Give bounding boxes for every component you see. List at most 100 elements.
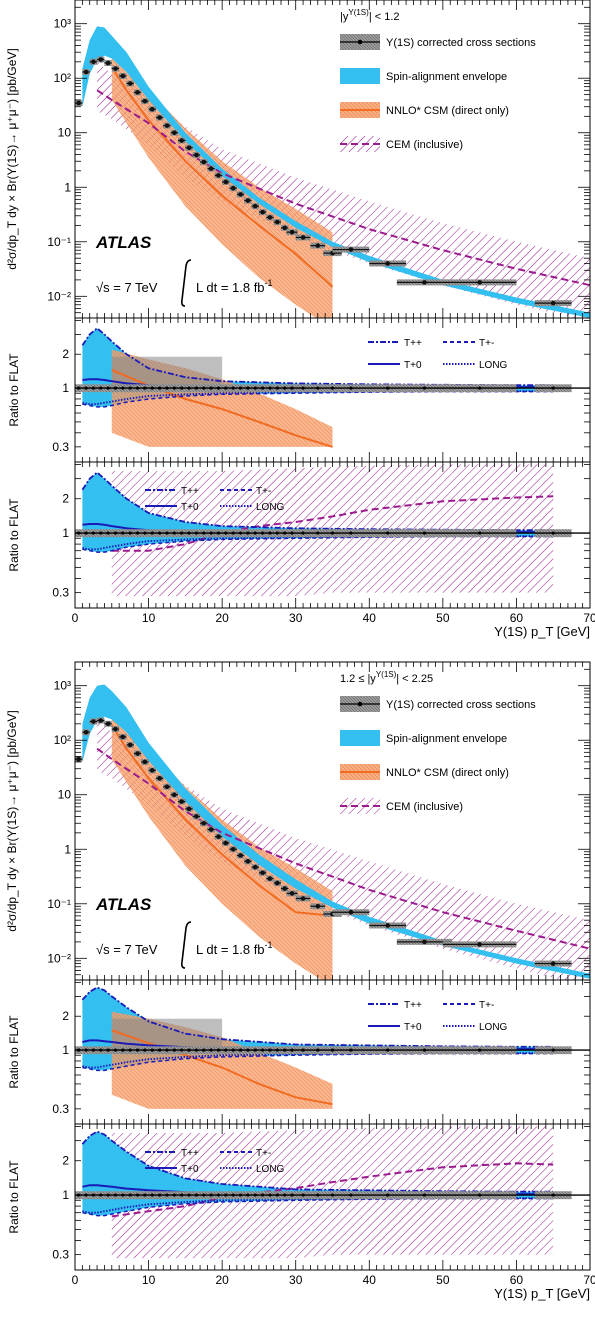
y-tick-label: 1 — [64, 842, 71, 856]
data-point — [300, 235, 306, 240]
ratio-y-tick-label: 0.3 — [52, 1102, 69, 1116]
ratio-data-point — [128, 1048, 132, 1052]
y-tick-label: 10³ — [54, 679, 71, 693]
spin-legend: T++ T+- T+0 LONG — [145, 486, 285, 513]
tpp-line — [81, 471, 554, 532]
ratio-data-point — [386, 531, 390, 535]
data-point — [245, 198, 251, 203]
ratio-y-tick-label: 0.3 — [52, 440, 69, 454]
ratio-data-point — [290, 386, 294, 390]
ratio-data-point — [261, 1193, 265, 1197]
ratio-data-point — [478, 1193, 482, 1197]
ratio-panel-csm: 0.3 1 2 Ratio to FLAT T++ T+- T+0 LONG — [7, 317, 591, 463]
ratio-data-point — [224, 1193, 228, 1197]
data-point — [105, 721, 111, 727]
ratio-data-point — [194, 1193, 198, 1197]
legend-cem-swatch — [340, 136, 380, 152]
ratio-data-point — [202, 1048, 206, 1052]
data-point — [252, 864, 258, 870]
ratio-data-point — [209, 531, 213, 535]
data-point — [83, 729, 89, 735]
x-tick-label: 0 — [72, 611, 79, 625]
ratio-data-point — [91, 1048, 95, 1052]
lumi-sup: -1 — [265, 940, 273, 950]
y-tick-label: 10³ — [54, 17, 71, 31]
ratio-data-point — [209, 386, 213, 390]
y-tick-label: 10 — [58, 126, 72, 140]
ratio-panel-csm: 0.3 1 2 Ratio to FLAT T++ T+- T+0 LONG — [7, 979, 591, 1125]
ratio-data-point — [113, 386, 118, 390]
x-tick-label: 40 — [363, 611, 377, 625]
ratio-data-point — [478, 386, 482, 390]
ratio-data-point — [172, 531, 176, 535]
data-point — [245, 859, 251, 864]
x-tick-label: 50 — [436, 1273, 450, 1287]
data-point — [282, 886, 287, 891]
ratio-data-point — [143, 1193, 147, 1197]
plot-area — [75, 986, 590, 1109]
data-point — [135, 90, 140, 95]
data-point — [422, 939, 427, 945]
data-point — [120, 73, 126, 79]
legend-envelope-label: Spin-alignment envelope — [386, 71, 507, 83]
ratio-data-point — [231, 1193, 235, 1197]
ratio-data-point — [106, 1193, 110, 1197]
tpp-line — [81, 1130, 554, 1193]
data-point — [194, 814, 199, 819]
ratio-data-point — [202, 531, 206, 535]
tpp-line — [81, 327, 554, 387]
legend-long-label: LONG — [256, 502, 285, 513]
ratio-data-point — [301, 386, 305, 390]
data-point — [149, 106, 155, 112]
ratio-data-point — [121, 531, 125, 535]
ratio-data-point — [99, 531, 103, 535]
ratio-data-point — [187, 1193, 191, 1197]
ratio-data-point — [386, 1048, 390, 1052]
ratio-data-point — [330, 1048, 335, 1052]
main-panel: 10⁻² 10⁻¹ 1 10 10² 10³ d²σ/dp_T dy × Br(Υ(1S)→… — [5, 661, 591, 981]
ratio-y-label: Ratio to FLAT — [7, 1160, 21, 1234]
x-tick-label: 70 — [583, 611, 595, 625]
ratio-data-point — [253, 531, 257, 535]
x-tick-label: 10 — [142, 611, 156, 625]
data-point — [157, 115, 162, 120]
legend-t0-label: T+0 — [404, 360, 422, 371]
data-point — [267, 876, 273, 881]
ratio-data-point — [113, 531, 118, 535]
plot-area — [75, 327, 590, 448]
ratio-data-point — [349, 1048, 353, 1052]
ratio-data-point — [128, 1193, 132, 1197]
legend-cem-swatch — [340, 798, 380, 814]
data-point — [238, 853, 243, 858]
data-point — [252, 203, 258, 209]
ratio-data-point — [290, 1048, 294, 1052]
legend-tpm-label: T+- — [479, 338, 494, 349]
ratio-data-point — [290, 531, 294, 535]
data-point — [230, 185, 236, 191]
legend: Υ(1S) corrected cross sections Spin-align… — [340, 34, 536, 152]
ratio-y-tick-label: 2 — [62, 492, 69, 506]
ratio-y-tick-label: 1 — [62, 526, 69, 540]
ratio-data-point — [283, 531, 287, 535]
energy-label: √s = 7 TeV — [96, 280, 158, 295]
data-point — [275, 219, 280, 225]
data-point — [98, 57, 104, 62]
lumi-text: L dt = 1.8 fb — [196, 942, 265, 957]
legend-envelope-swatch — [340, 730, 380, 746]
ratio-data-point — [158, 386, 162, 390]
cem-ratio-line — [111, 495, 554, 552]
ratio-data-point — [202, 386, 206, 390]
ratio-data-point — [246, 386, 250, 390]
data-point — [91, 719, 96, 724]
ratio-y-label: Ratio to FLAT — [7, 498, 21, 572]
data-point — [289, 891, 295, 896]
y-tick-label: 10⁻² — [47, 289, 71, 303]
lumi-label: L dt = 1.8 fb-1 — [196, 940, 273, 957]
ratio-data-point — [187, 386, 191, 390]
data-point — [142, 759, 148, 765]
ratio-data-point — [194, 1048, 198, 1052]
ratio-data-point — [135, 531, 140, 535]
x-tick-label: 70 — [583, 1273, 595, 1287]
data-point — [550, 300, 556, 306]
legend-csm-label: NNLO* CSM (direct only) — [386, 767, 509, 779]
